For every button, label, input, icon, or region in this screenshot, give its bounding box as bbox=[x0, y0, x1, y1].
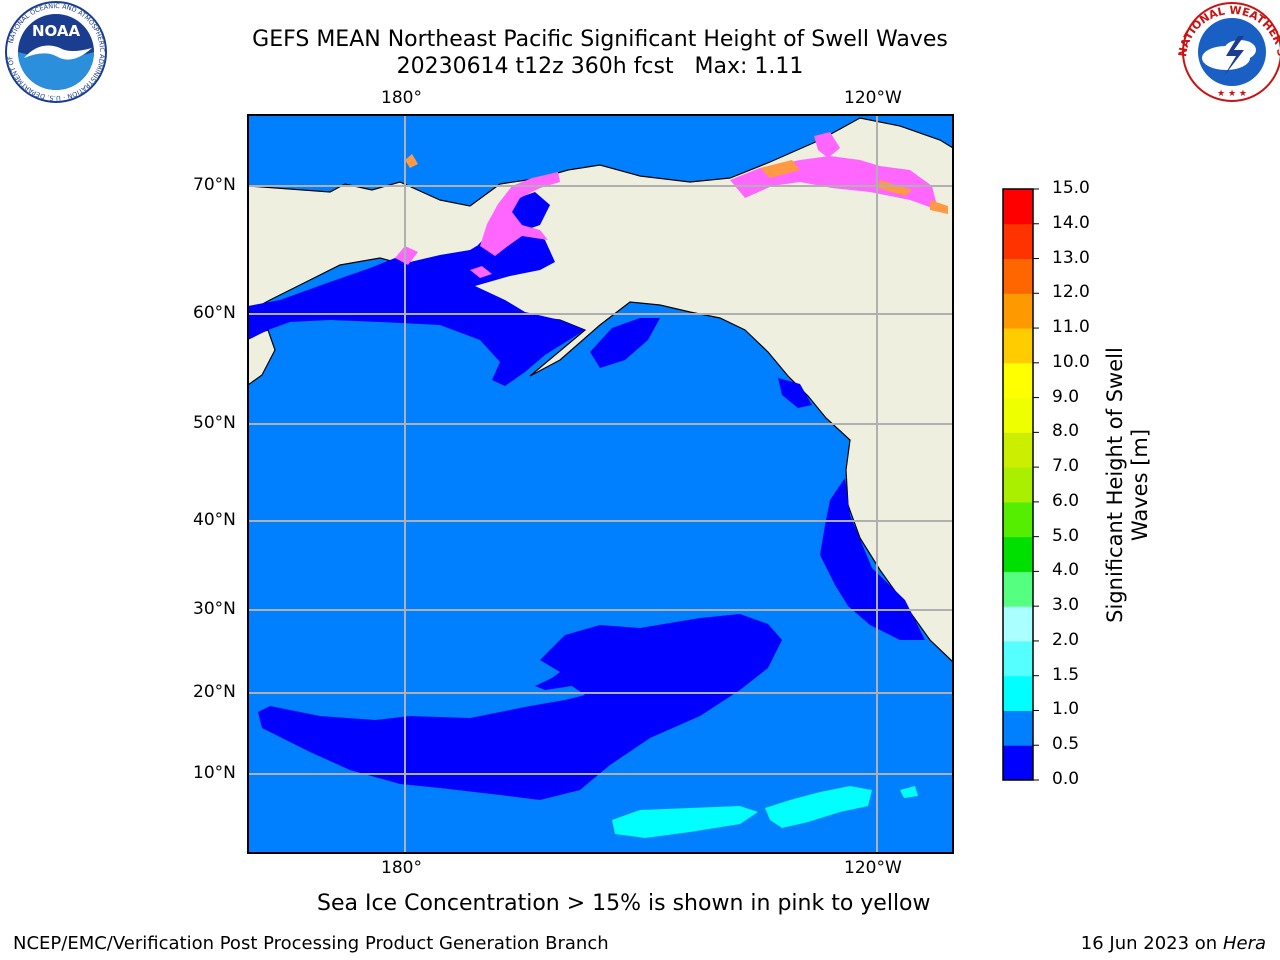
colorbar-tick-label: 11.0 bbox=[1052, 317, 1090, 338]
lat-label-20n: 20°N bbox=[193, 682, 236, 702]
map-panel bbox=[248, 115, 953, 853]
svg-text:★ ★ ★: ★ ★ ★ bbox=[1217, 89, 1247, 99]
colorbar-tick-label: 2.0 bbox=[1052, 629, 1080, 650]
colorbar-segment bbox=[1003, 571, 1033, 607]
sea-ice-note: Sea Ice Concentration > 15% is shown in … bbox=[317, 891, 931, 916]
colorbar-tick-label: 4.0 bbox=[1052, 560, 1080, 581]
colorbar-tick-label: 1.5 bbox=[1052, 664, 1080, 685]
colorbar-segment bbox=[1003, 710, 1033, 746]
colorbar-tick-label: 14.0 bbox=[1052, 212, 1090, 233]
colorbar-tick-label: 1.0 bbox=[1052, 699, 1080, 720]
colorbar-tick-label: 15.0 bbox=[1052, 178, 1090, 198]
lon-label-bottom-120w: 120°W bbox=[844, 858, 902, 878]
lat-label-40n: 40°N bbox=[193, 510, 236, 530]
graticule bbox=[248, 115, 953, 853]
colorbar-segment bbox=[1003, 432, 1033, 468]
colorbar-tick-label: 0.5 bbox=[1052, 734, 1080, 755]
lon-label-top-180: 180° bbox=[381, 88, 422, 108]
colorbar-tick-label: 3.0 bbox=[1052, 595, 1080, 616]
colorbar-frame bbox=[1002, 188, 1034, 781]
colorbar-segment bbox=[1003, 189, 1033, 225]
colorbar-tick-label: 9.0 bbox=[1052, 386, 1080, 407]
colorbar-segment bbox=[1003, 467, 1033, 503]
colorbar-segment bbox=[1003, 745, 1033, 781]
lat-label-30n: 30°N bbox=[193, 599, 236, 619]
colorbar-tick-label: 10.0 bbox=[1052, 351, 1090, 372]
colorbar-segment bbox=[1003, 328, 1033, 364]
colorbar-tick-label: 0.0 bbox=[1052, 769, 1080, 789]
colorbar-segment bbox=[1003, 223, 1033, 260]
sea-ice-edge bbox=[405, 154, 948, 214]
colorbar-tick-label: 7.0 bbox=[1052, 456, 1080, 477]
map-frame bbox=[247, 114, 954, 854]
lat-label-60n: 60°N bbox=[193, 303, 236, 323]
colorbar-segment bbox=[1003, 606, 1033, 642]
colorbar-segment bbox=[1003, 362, 1033, 399]
noaa-logo: NATIONAL OCEANIC AND ATMOSPHERIC ADMINIS… bbox=[0, 0, 107, 103]
colorbar-tick-label: 6.0 bbox=[1052, 490, 1080, 511]
credit-line: NCEP/EMC/Verification Post Processing Pr… bbox=[13, 933, 609, 954]
date-text: 16 Jun 2023 on bbox=[1080, 933, 1218, 954]
colorbar-tick-label: 12.0 bbox=[1052, 282, 1090, 303]
svg-text:NATIONAL WEATHER SERVICE: NATIONAL WEATHER SERVICE bbox=[0, 0, 1280, 58]
machine-name: Hera bbox=[1222, 933, 1266, 954]
map-subtitle: 20230614 t12z 360h fcst Max: 1.11 bbox=[396, 54, 804, 79]
colorbar-label: Significant Height of Swell Waves [m] bbox=[1103, 347, 1152, 623]
colorbar-tick-label: 8.0 bbox=[1052, 421, 1080, 442]
lat-label-10n: 10°N bbox=[193, 763, 236, 783]
colorbar-segment bbox=[1003, 293, 1033, 329]
lat-label-70n: 70°N bbox=[193, 175, 236, 195]
colorbar-segment bbox=[1003, 640, 1033, 677]
colorbar-segment bbox=[1003, 501, 1033, 538]
lon-label-top-120w: 120°W bbox=[844, 88, 902, 108]
colorbar bbox=[1003, 188, 1039, 781]
colorbar-segment bbox=[1003, 397, 1033, 433]
colorbar-segment bbox=[1003, 536, 1033, 572]
lon-label-bottom-180: 180° bbox=[381, 858, 422, 878]
lat-label-50n: 50°N bbox=[193, 413, 236, 433]
date-stamp: 16 Jun 2023 on Hera bbox=[1081, 933, 1266, 954]
colorbar-segment bbox=[1003, 258, 1033, 294]
colorbar-tick-label: 13.0 bbox=[1052, 247, 1090, 268]
svg-text:NOAA: NOAA bbox=[32, 22, 81, 40]
colorbar-segment bbox=[1003, 675, 1033, 711]
nws-logo: NATIONAL WEATHER SERVICE ★ ★ ★ bbox=[0, 0, 1280, 102]
map-title: GEFS MEAN Northeast Pacific Significant … bbox=[252, 27, 948, 52]
moderate-swell-regions bbox=[612, 786, 918, 838]
colorbar-tick-label: 5.0 bbox=[1052, 525, 1080, 546]
